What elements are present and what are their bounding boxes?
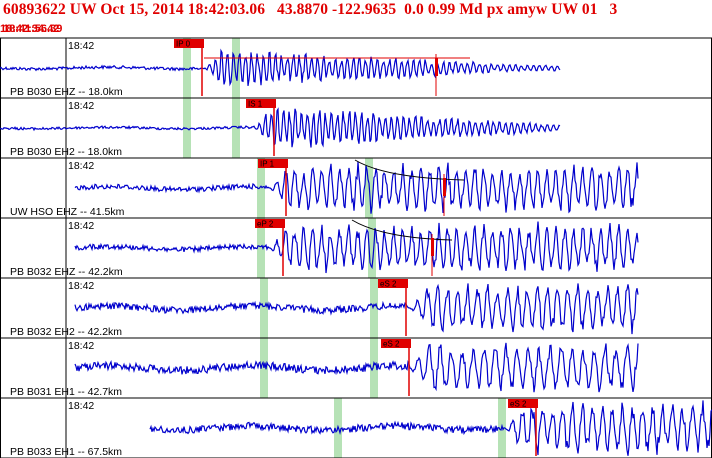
station-label: PB B033 EH1 -- 67.5km: [10, 446, 122, 458]
analysis-window: [368, 218, 376, 278]
station-label: PB B030 EH2 -- 18.0km: [10, 146, 122, 158]
analysis-window: [370, 338, 378, 398]
time-label: 18:42: [68, 160, 94, 172]
phase-pick-label: IP 1: [260, 160, 275, 169]
phase-pick-label: eS 2: [510, 400, 527, 409]
time-label: 18:42: [68, 400, 94, 412]
phase-pick-label: eS 2: [380, 280, 397, 289]
time-label: 18:42: [68, 340, 94, 352]
analysis-window: [260, 278, 268, 338]
phase-pick-label: IS 1: [248, 100, 263, 109]
analysis-window: [370, 278, 378, 338]
time-label: 18:42: [68, 220, 94, 232]
phase-pick-flag[interactable]: [246, 99, 276, 108]
waveform-trace: [74, 221, 639, 274]
analysis-window: [257, 158, 265, 218]
analysis-window: [232, 38, 240, 98]
analysis-window: [232, 98, 240, 158]
analysis-window: [257, 218, 265, 278]
start-time: 18:41:56.39: [3, 23, 63, 35]
moveout-curve: [354, 159, 465, 181]
event-header: 60893622 UW Oct 15, 2014 18:42:03.06 43.…: [3, 1, 618, 18]
phase-pick-flag[interactable]: [174, 39, 204, 48]
time-label: 18:42: [68, 280, 94, 292]
phase-pick-label: eS 2: [383, 340, 400, 349]
analysis-window: [183, 38, 191, 98]
station-label: UW HSO EHZ -- 41.5km: [10, 206, 125, 218]
time-label: 18:42: [68, 40, 94, 52]
station-label: PB B032 EHZ -- 42.2km: [10, 266, 123, 278]
waveform-trace: [149, 400, 712, 456]
phase-pick-label: eP 2: [257, 220, 274, 229]
station-label: PB B030 EHZ -- 18.0km: [10, 86, 123, 98]
time-label: 18:42: [68, 100, 94, 112]
waveform-trace: [74, 161, 639, 214]
waveform-trace: [0, 107, 561, 148]
phase-pick-flag[interactable]: [378, 279, 408, 288]
waveform-trace: [0, 48, 561, 87]
phase-pick-flag[interactable]: [381, 339, 411, 348]
phase-pick-flag[interactable]: [508, 399, 538, 408]
waveform-trace: [74, 342, 639, 393]
moveout-curve: [351, 219, 453, 241]
station-label: PB B031 EH1 -- 42.7km: [10, 386, 122, 398]
waveform-trace: [74, 283, 639, 335]
phase-pick-label: IP 0: [176, 40, 191, 49]
end-time: 18:42:34.42: [0, 23, 60, 35]
phase-pick-flag[interactable]: [258, 159, 288, 168]
phase-pick-flag[interactable]: [255, 219, 285, 228]
station-label: PB B032 EH2 -- 42.2km: [10, 326, 122, 338]
